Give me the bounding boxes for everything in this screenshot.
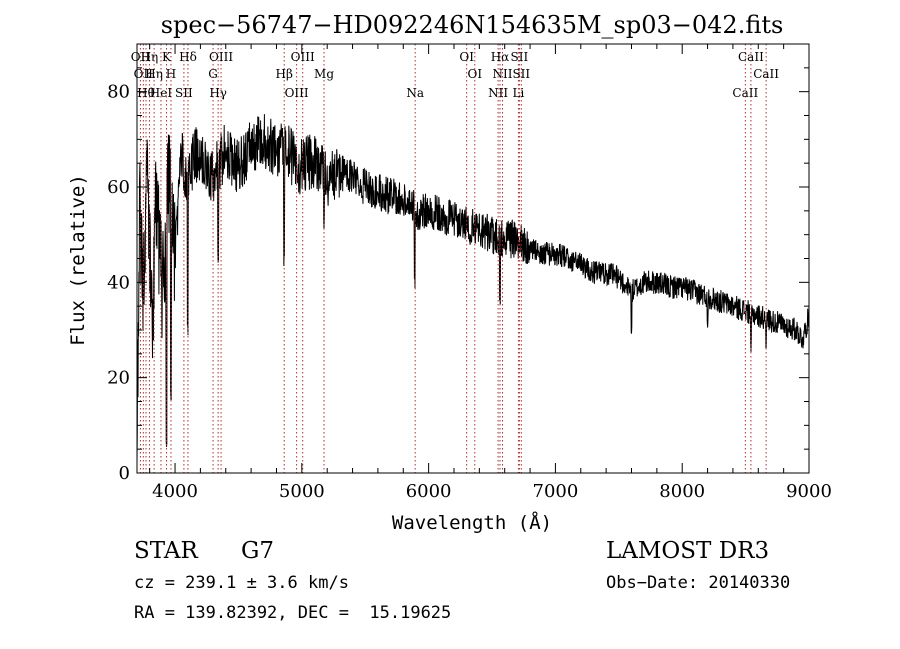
reference-line-label-13: Hβ [276,67,293,81]
reference-line-label-12: OIII [209,50,233,64]
reference-line-label-22: NII [493,67,513,81]
chart-title: spec−56747−HD092246N154635M_sp03−042.fit… [161,11,784,39]
reference-lines [139,44,767,473]
reference-line-label-3: Hη [141,50,159,64]
survey-name: LAMOST DR3 [606,538,770,564]
object-class: STAR [134,538,198,564]
reference-line-label-4: Hη [145,67,163,81]
reference-line-label-10: G [208,67,218,81]
x-tick-label-5: 9000 [786,481,832,502]
reference-line-label-28: CaII [753,67,779,81]
reference-line-label-5: HeI [150,86,173,100]
reference-line-label-23: Li [512,86,524,100]
x-tick-label-1: 5000 [279,481,325,502]
y-axis-label: Flux (relative) [67,174,89,346]
redshift-readout: cz = 239.1 ± 3.6 km/s [134,573,349,593]
y-tick-label-1: 20 [107,368,130,389]
reference-line-label-2: Hθ [137,86,155,100]
x-axis-label: Wavelength (Å) [392,511,552,534]
reference-line-label-26: CaII [732,86,758,100]
obs-date: Obs−Date: 20140330 [606,573,791,593]
spectral-subclass: G7 [241,538,275,564]
x-tick-label-3: 7000 [533,481,579,502]
y-tick-label-2: 40 [107,272,130,293]
x-tick-label-4: 8000 [659,481,705,502]
reference-line-label-8: SII [175,86,193,100]
reference-line-label-16: Mg [314,67,334,81]
x-tick-label-0: 4000 [152,481,198,502]
reference-line-label-19: OI [467,67,482,81]
reference-line-label-17: Na [406,86,424,100]
y-tick-label-4: 80 [107,82,130,103]
reference-line-label-11: Hγ [209,86,227,100]
coordinates-readout: RA = 139.82392, DEC = 15.19625 [134,603,452,623]
axes: 4000 5000 6000 7000 8000 9000 0 20 40 60 80 [107,43,832,502]
reference-line-label-20: NII [488,86,508,100]
reference-line-label-1: OII [134,67,154,81]
y-tick-label-0: 0 [119,463,130,484]
reference-line-label-0: OII [131,50,151,64]
plot-frame [136,43,810,474]
reference-line-label-27: CaII [738,50,764,64]
reference-line-label-15: OIII [291,50,315,64]
reference-line-label-21: Hα [491,50,510,64]
reference-line-label-25: SII [512,67,530,81]
y-tick-label-3: 60 [107,177,130,198]
reference-line-label-14: OIII [285,86,309,100]
spectrum-line [137,114,809,463]
reference-line-label-9: Hδ [179,50,197,64]
reference-line-labels: OII OII Hθ Hη Hη HeI KH SII Hδ G Hγ OIII Hβ OIII OIII M… [131,50,780,100]
reference-line-label-7: H [166,67,176,81]
plot-layer [137,114,809,463]
reference-line-label-6: K [162,50,172,64]
reference-line-label-24: SII [511,50,529,64]
reference-line-label-18: OI [459,50,474,64]
x-tick-label-2: 6000 [406,481,452,502]
